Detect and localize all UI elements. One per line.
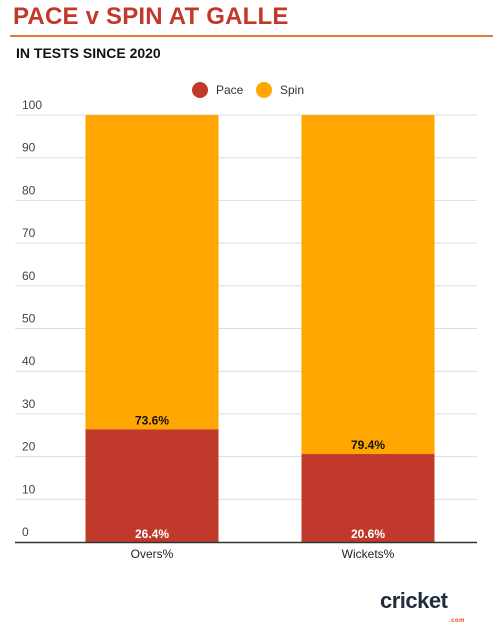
y-tick-label: 80 — [22, 183, 36, 197]
data-label: 79.4% — [351, 438, 385, 452]
axes: 0 10 20 30 40 50 60 70 80 90 100 Overs% Wickets% — [15, 98, 477, 561]
bar-pace — [301, 454, 435, 542]
bar-spin — [301, 115, 435, 455]
legend-swatch-spin — [256, 82, 272, 98]
bars: 26.4% 73.6% 20.6% 79.4% — [85, 115, 435, 542]
logo-suffix: .com — [449, 618, 466, 624]
y-tick-label: 0 — [22, 525, 29, 539]
cricket-com-logo: cricket .com — [380, 588, 465, 625]
chart-subtitle: IN TESTS SINCE 2020 — [16, 45, 161, 61]
title-divider — [10, 35, 493, 37]
legend: Pace Spin — [192, 82, 304, 98]
data-label: 73.6% — [135, 413, 169, 427]
y-tick-label: 10 — [22, 482, 36, 496]
y-tick-label: 90 — [22, 141, 36, 155]
legend-swatch-pace — [192, 82, 208, 98]
logo-text: cricket — [380, 588, 448, 613]
x-tick-label: Wickets% — [342, 547, 395, 561]
data-label: 26.4% — [135, 527, 169, 541]
y-tick-label: 30 — [22, 397, 36, 411]
y-tick-label: 100 — [22, 98, 42, 112]
bar-pace — [85, 429, 219, 542]
legend-label: Spin — [280, 83, 304, 97]
y-tick-label: 60 — [22, 269, 36, 283]
bar-spin — [85, 115, 219, 430]
y-tick-label: 70 — [22, 226, 36, 240]
y-tick-label: 40 — [22, 354, 36, 368]
x-tick-label: Overs% — [131, 547, 174, 561]
chart-title: PACE v SPIN AT GALLE — [13, 3, 289, 30]
legend-label: Pace — [216, 83, 244, 97]
data-label: 20.6% — [351, 527, 385, 541]
y-tick-label: 20 — [22, 440, 36, 454]
y-tick-label: 50 — [22, 312, 36, 326]
